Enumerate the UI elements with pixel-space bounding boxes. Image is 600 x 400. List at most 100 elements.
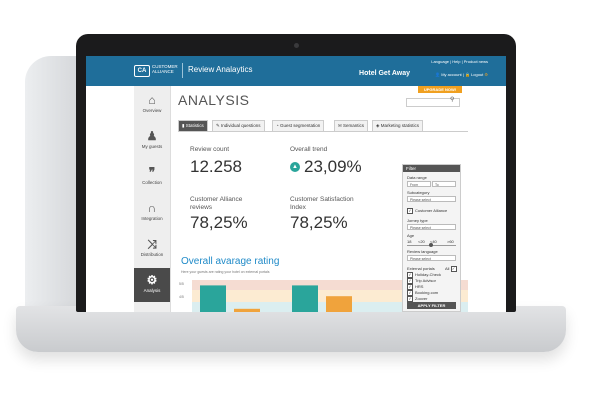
- quote-icon: ❞: [148, 165, 156, 179]
- portal-checkbox[interactable]: ✓ Booking.com: [407, 290, 438, 296]
- tab-label: Individual questions: [221, 123, 261, 128]
- csi-label-line2: Index: [290, 204, 306, 211]
- age-label: Age: [407, 233, 415, 238]
- filter-title: Filter: [403, 165, 460, 172]
- portal-label: Trip Advisor: [415, 278, 436, 284]
- chart-bar: [200, 285, 226, 312]
- my-account-link[interactable]: My account: [441, 72, 462, 77]
- bars-group: [200, 285, 352, 312]
- main-content: ANALYSIS ⚲ ▮ Statistics ✎ Individual que…: [178, 86, 468, 312]
- tab-individual-questions[interactable]: ✎ Individual questions: [212, 120, 265, 131]
- tab-label: Semantics: [343, 123, 365, 128]
- home-icon: ⌂: [148, 93, 156, 107]
- sidebar-item-analysis[interactable]: ⚙ Analysis: [134, 268, 170, 302]
- checkbox-checked-icon: ✓: [407, 272, 413, 278]
- date-from-input[interactable]: From: [407, 181, 431, 187]
- chart-bar: [292, 285, 318, 312]
- portal-checkbox[interactable]: ✓ Holiday-Check: [407, 272, 441, 278]
- portal-checkbox[interactable]: ✓ Zoover: [407, 296, 427, 302]
- apply-filter-button[interactable]: APPLY FILTER: [407, 302, 456, 309]
- rating-chart: 5/5 4/5: [179, 280, 468, 312]
- logout-icon: | 🔒: [462, 72, 472, 77]
- ca-reviews-label-line1: Customer Alliance: [190, 196, 243, 203]
- age-tick: <20: [418, 239, 425, 244]
- sidebar-item-integration[interactable]: ∩ Integration: [134, 196, 170, 230]
- portal-label: HRS: [415, 284, 424, 290]
- portal-checkbox[interactable]: ✓ HRS: [407, 284, 423, 290]
- ca-reviews-label-line2: reviews: [190, 204, 213, 211]
- portal-label: Zoover: [415, 296, 428, 302]
- sidebar-item-overview[interactable]: ⌂ Overview: [134, 88, 170, 122]
- laptop-side: [25, 56, 77, 312]
- date-range-label: Data range: [407, 175, 427, 180]
- journey-type-select[interactable]: Please select: [407, 224, 456, 230]
- logo-text: CUSTOMER ALLIANCE: [152, 64, 178, 74]
- tab-statistics[interactable]: ▮ Statistics: [178, 120, 208, 131]
- age-slider[interactable]: [407, 243, 456, 247]
- tab-semantics[interactable]: ✉ Semantics: [334, 120, 369, 131]
- trend-up-icon: ▲: [290, 162, 300, 172]
- user-icon: 👤: [435, 72, 442, 77]
- subcategory-label: Subcategory: [407, 190, 430, 195]
- sidebar-item-label: Analysis: [143, 288, 161, 293]
- checkbox-checked-icon: ✓: [407, 290, 413, 296]
- age-tick: >60: [447, 239, 454, 244]
- page-title: ANALYSIS: [178, 92, 250, 108]
- portal-label: Holiday-Check: [415, 272, 442, 278]
- checkbox-checked-icon: ✓: [407, 208, 413, 214]
- portal-checkbox[interactable]: ✓ Trip Advisor: [407, 278, 436, 284]
- ca-checkbox[interactable]: ✓ Customer Alliance: [407, 208, 447, 214]
- upgrade-button[interactable]: UPGRADE NOW!: [418, 86, 462, 93]
- tab-bar: ▮ Statistics ✎ Individual questions ◔ Gu…: [178, 120, 468, 132]
- review-count-value: 12.258: [190, 157, 242, 176]
- review-language-label: Review language: [407, 249, 438, 254]
- chart-band-top: [192, 280, 468, 290]
- checkbox-checked-icon: ✓: [407, 278, 413, 284]
- sidebar-item-distribution[interactable]: ⤨ Distribution: [134, 232, 170, 266]
- age-tick: 18: [407, 239, 412, 244]
- checkbox-checked-icon: ✓: [450, 266, 457, 272]
- tab-guest-segmentation[interactable]: ◔ Guest segmentation: [272, 120, 325, 131]
- rating-subtitle: Here your guests are rating your hotel o…: [181, 270, 270, 274]
- journey-type-label: Jorney type: [407, 218, 428, 223]
- all-checkbox[interactable]: All ✓: [445, 266, 459, 272]
- settings-icon[interactable]: ⚙: [484, 72, 488, 77]
- tab-marketing-statistics[interactable]: ◈ Marketing statistics: [372, 120, 423, 131]
- chart-bar: [326, 296, 352, 312]
- overall-trend-label: Overall trend: [290, 146, 328, 153]
- search-icon[interactable]: ⚲: [450, 97, 455, 103]
- subcategory-select[interactable]: Please select: [407, 196, 456, 202]
- review-language-select[interactable]: Please select: [407, 255, 456, 261]
- hotel-name[interactable]: Hotel Get Away: [359, 70, 410, 77]
- sidebar-item-label: Collection: [142, 180, 162, 185]
- sidebar-item-label: Overview: [142, 108, 162, 113]
- logo-mark: CA: [134, 65, 150, 77]
- checkbox-label: Customer Alliance: [415, 208, 448, 214]
- search-input[interactable]: [406, 98, 460, 107]
- sidebar: ⌂ Overview ♟ My guests ❞ Collection ∩ In…: [134, 86, 171, 312]
- logout-link[interactable]: Logout: [471, 72, 484, 77]
- chart-band-middle: [192, 290, 468, 302]
- sidebar-item-collection[interactable]: ❞ Collection: [134, 160, 170, 194]
- y-tick-label: 5/5: [179, 282, 184, 286]
- laptop-base: [16, 306, 566, 352]
- sidebar-item-label: Integration: [141, 216, 163, 221]
- review-count-label: Review count: [190, 146, 230, 153]
- ca-reviews-value: 78,25%: [190, 213, 248, 232]
- chart-bar: [234, 308, 260, 312]
- date-to-input[interactable]: To: [432, 181, 456, 187]
- logo-divider: [182, 63, 183, 78]
- filter-panel: Filter Data range From To Subcategory Pl…: [402, 164, 461, 312]
- user-links: 👤 My account | 🔒 Logout ⚙: [435, 72, 488, 77]
- top-links[interactable]: Language | Help | Product news: [431, 59, 488, 64]
- external-portals-label: External portals: [407, 266, 435, 271]
- comment-icon: ✉: [338, 123, 344, 128]
- tab-label: Guest segmentation: [279, 123, 321, 128]
- overall-trend-value: 23,09%: [304, 157, 362, 176]
- sidebar-item-my-guests[interactable]: ♟ My guests: [134, 124, 170, 158]
- screen: CA CUSTOMER ALLIANCE Review Analaytics L…: [86, 56, 506, 312]
- age-tick: <40: [430, 239, 437, 244]
- age-slider-handle[interactable]: [429, 243, 433, 247]
- tab-label: Statistics: [185, 123, 204, 128]
- rating-title: Overall avarage rating: [181, 256, 280, 267]
